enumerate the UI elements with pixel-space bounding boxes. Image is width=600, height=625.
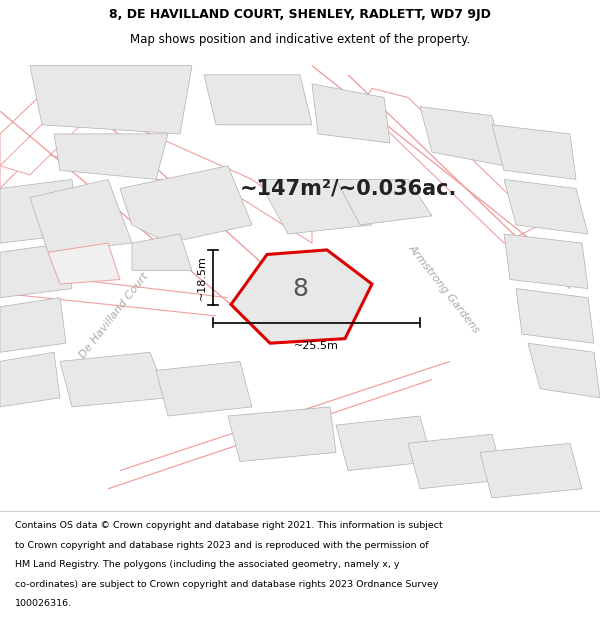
Polygon shape xyxy=(204,75,312,125)
Polygon shape xyxy=(336,416,432,471)
Polygon shape xyxy=(0,298,66,352)
Polygon shape xyxy=(0,88,312,243)
Polygon shape xyxy=(420,107,504,166)
Text: ~147m²/~0.036ac.: ~147m²/~0.036ac. xyxy=(239,179,457,199)
Polygon shape xyxy=(0,243,72,298)
Polygon shape xyxy=(0,107,90,175)
Text: 8: 8 xyxy=(292,277,308,301)
Text: co-ordinates) are subject to Crown copyright and database rights 2023 Ordnance S: co-ordinates) are subject to Crown copyr… xyxy=(15,579,439,589)
Polygon shape xyxy=(336,179,432,225)
Text: ~18.5m: ~18.5m xyxy=(197,255,207,299)
Polygon shape xyxy=(480,443,582,498)
Polygon shape xyxy=(54,134,168,179)
Polygon shape xyxy=(48,243,120,284)
Polygon shape xyxy=(360,88,540,243)
Text: 8, DE HAVILLAND COURT, SHENLEY, RADLETT, WD7 9JD: 8, DE HAVILLAND COURT, SHENLEY, RADLETT,… xyxy=(109,8,491,21)
Text: 100026316.: 100026316. xyxy=(15,599,72,608)
Polygon shape xyxy=(60,352,168,407)
Polygon shape xyxy=(228,407,336,461)
Polygon shape xyxy=(258,179,372,234)
Polygon shape xyxy=(0,352,60,407)
Polygon shape xyxy=(492,125,576,179)
Polygon shape xyxy=(30,66,192,134)
Text: HM Land Registry. The polygons (including the associated geometry, namely x, y: HM Land Registry. The polygons (includin… xyxy=(15,560,400,569)
Polygon shape xyxy=(156,361,252,416)
Polygon shape xyxy=(30,179,132,253)
Polygon shape xyxy=(504,234,588,289)
Polygon shape xyxy=(231,250,372,343)
Polygon shape xyxy=(528,343,600,398)
Polygon shape xyxy=(408,434,504,489)
Polygon shape xyxy=(120,166,252,243)
Polygon shape xyxy=(516,289,594,343)
Text: Map shows position and indicative extent of the property.: Map shows position and indicative extent… xyxy=(130,32,470,46)
Text: to Crown copyright and database rights 2023 and is reproduced with the permissio: to Crown copyright and database rights 2… xyxy=(15,541,428,549)
Polygon shape xyxy=(312,84,390,143)
Text: Armstrong Gardens: Armstrong Gardens xyxy=(406,242,482,334)
Text: Contains OS data © Crown copyright and database right 2021. This information is : Contains OS data © Crown copyright and d… xyxy=(15,521,443,530)
Polygon shape xyxy=(504,179,588,234)
Text: ~25.5m: ~25.5m xyxy=(294,341,339,351)
Polygon shape xyxy=(132,234,192,271)
Text: De Havilland Court: De Havilland Court xyxy=(77,271,151,361)
Polygon shape xyxy=(0,179,78,243)
